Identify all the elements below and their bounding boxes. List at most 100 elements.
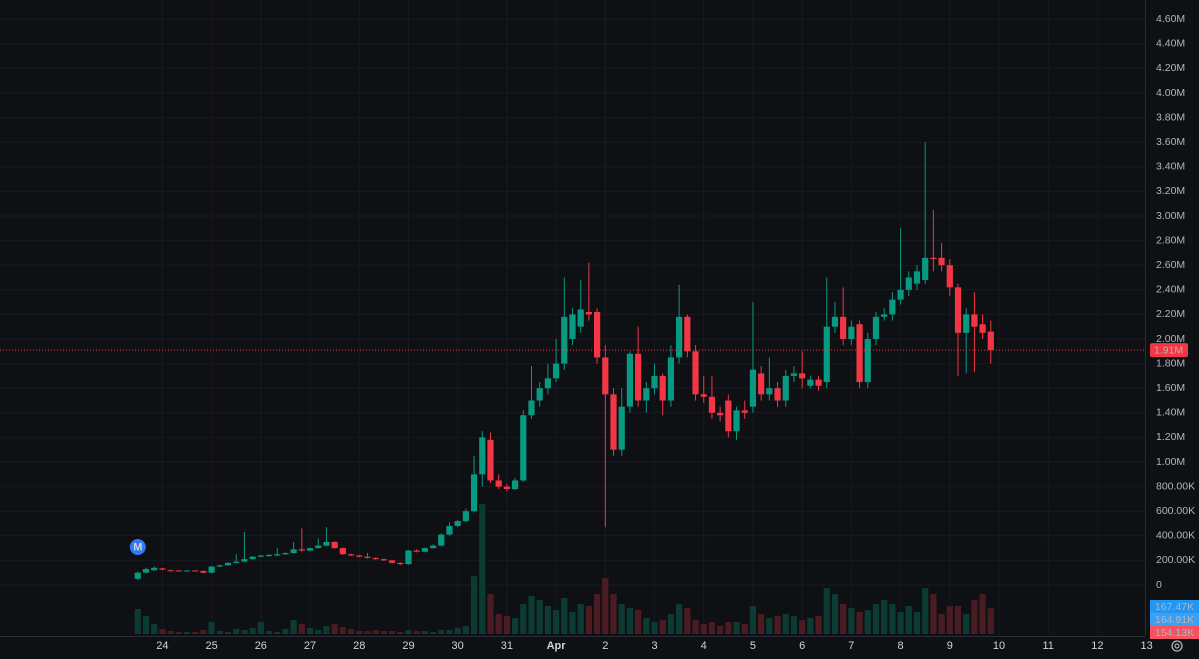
volume-bar [864,610,871,634]
volume-bar [192,632,199,634]
volume-bar [347,629,355,634]
candle-body [192,570,199,572]
y-tick-label: 1.60M [1156,382,1185,394]
volume-bar [979,594,986,634]
volume-bar [216,631,223,634]
candle-body [298,549,305,551]
candle-body [249,556,256,560]
volume-bar [544,606,551,634]
volume-bar [208,622,215,634]
volume-bar [356,631,363,634]
volume-bar [446,630,453,634]
candle-body [167,570,174,572]
x-tick-label: 29 [402,640,414,652]
candle-body [151,567,158,571]
volume-bar [315,630,322,634]
volume-bar [585,606,593,634]
x-tick-label: 12 [1091,640,1103,652]
volume-bar [241,630,248,634]
volume-bar [684,608,691,634]
candle-body [815,379,822,386]
x-tick-label: Apr [547,640,567,652]
volume-bar [790,616,798,634]
volume-pane [134,504,994,634]
volume-bar [881,600,888,634]
volume-bar [429,632,437,634]
y-tick-label: 2.60M [1156,259,1185,271]
candle-body [708,396,716,413]
candle-body [790,373,798,376]
candle-body [635,353,642,401]
candle-body [372,557,379,560]
volume-bar [807,618,814,634]
volume-bar [364,631,371,634]
volume-bar [380,631,387,634]
y-tick-label: 2.80M [1156,234,1185,246]
candle-body [733,410,740,432]
candle-body [766,388,773,395]
volume-bar [233,629,240,634]
volume-bar [987,608,994,634]
candle-body [594,311,601,358]
volume-bar [323,626,330,634]
volume-bar [749,606,757,634]
candle-body [200,570,207,573]
candle-body [725,400,732,432]
candle-body [274,554,281,556]
volume-bar [462,626,469,634]
volume-bar [667,614,675,634]
candle-body [741,410,748,413]
volume-bar [405,630,412,634]
volume-bar [561,598,568,634]
volume-label: 164.91K [1155,614,1194,626]
volume-bar [290,620,297,634]
candle-body [643,388,650,401]
candle-body [241,559,248,562]
time-axis: 24 25 26 27 28 29 30 31 Apr 2 3 4 5 6 7 8 9 10 11 12 13 [0,636,1153,659]
volume-bar [856,612,863,634]
x-tick-label: 8 [898,640,904,652]
scale-background [1145,0,1199,659]
volume-bar [725,622,732,634]
y-tick-label: 3.80M [1156,111,1185,123]
volume-bar [774,616,781,634]
volume-bar [298,624,305,634]
volume-bar [594,594,601,634]
candle-body [134,572,141,579]
candle-body [183,570,191,572]
candle-body [315,545,322,549]
candle-body [889,299,896,315]
volume-bar [897,612,904,634]
volume-bar [930,594,937,634]
volume-bar [339,627,346,634]
event-marker [129,539,146,555]
candle-body [446,525,453,535]
volume-bar [782,614,789,634]
volume-bar [831,594,839,634]
volume-bar [602,578,609,634]
volume-bar [799,620,806,634]
candle-body [872,316,880,339]
candle-body [946,265,953,288]
volume-bar [151,624,158,634]
candle-body [511,480,519,490]
candle-body [823,326,830,383]
gear-icon[interactable] [1171,640,1183,652]
settings-button[interactable] [1171,640,1183,652]
candle-body [224,562,232,566]
gear-center[interactable] [1174,643,1180,649]
x-tick-label: 2 [602,640,608,652]
candle-body [544,378,551,389]
candle-body [807,379,814,386]
x-tick-label: 10 [993,640,1005,652]
candle-body [782,375,789,401]
x-tick-label: 28 [353,640,365,652]
x-tick-label: 4 [701,640,707,652]
candle-body [848,326,855,339]
candle-body [700,394,707,397]
volume-bar [889,604,896,634]
candle-body [881,314,888,317]
volume-bar [479,504,486,634]
candle-body [397,562,404,565]
candle-body [913,271,921,284]
